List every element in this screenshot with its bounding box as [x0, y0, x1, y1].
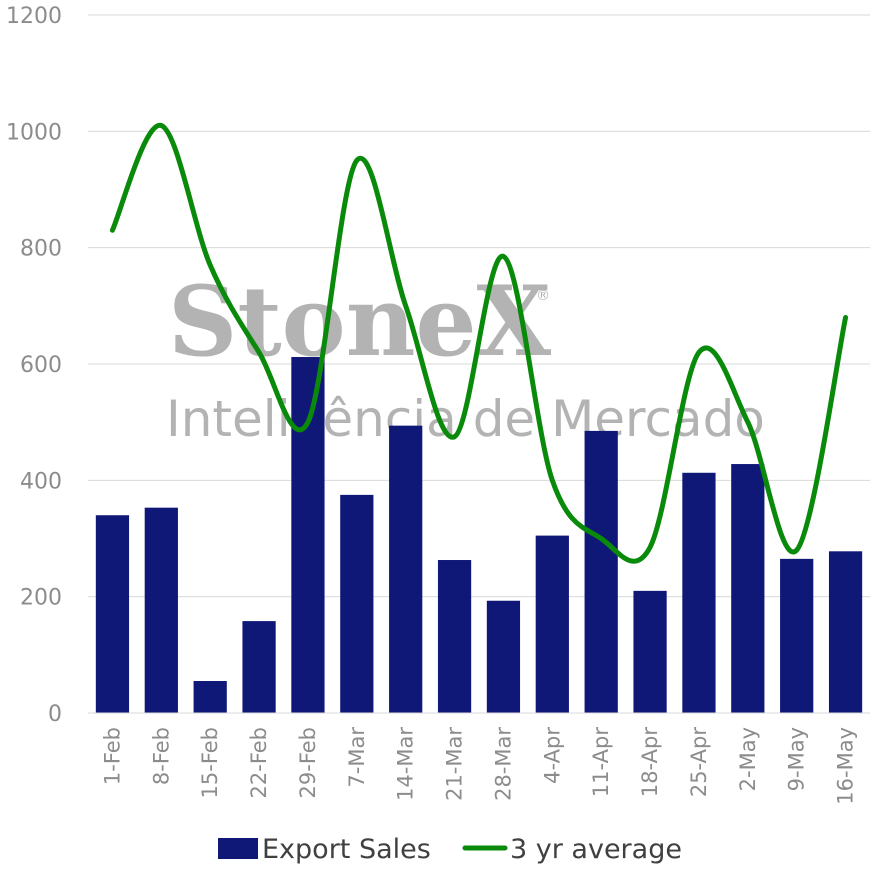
bar	[242, 621, 276, 713]
watermark-brand: StoneX	[168, 265, 552, 378]
y-tick-label: 200	[20, 586, 62, 611]
x-tick-label: 1-Feb	[100, 727, 124, 785]
x-tick-label: 29-Feb	[296, 727, 320, 798]
x-tick-label: 11-Apr	[589, 727, 613, 798]
bar	[535, 535, 569, 713]
three-yr-average-line	[109, 123, 849, 564]
watermark: StoneX ® Inteligência de Mercado	[166, 265, 765, 448]
watermark-registered-mark: ®	[536, 288, 550, 304]
export-sales-bars	[95, 357, 863, 713]
y-tick-label: 1200	[6, 4, 62, 29]
legend-label-three-yr-average: 3 yr average	[510, 834, 682, 865]
x-tick-label: 9-May	[785, 727, 809, 791]
x-tick-label: 16-May	[834, 727, 858, 805]
bar	[144, 507, 178, 713]
x-axis-tick-labels: 1-Feb 8-Feb 15-Feb 22-Feb 29-Feb 7-Mar 14-Mar 2…	[100, 727, 857, 805]
bar	[780, 558, 814, 713]
x-tick-label: 7-Mar	[345, 727, 369, 788]
x-tick-label: 8-Feb	[149, 727, 173, 785]
x-tick-label: 2-May	[736, 727, 760, 791]
y-tick-label: 1000	[6, 120, 62, 145]
bar	[340, 494, 374, 713]
y-tick-label: 800	[20, 237, 62, 262]
bar	[828, 551, 863, 713]
x-tick-label: 25-Apr	[687, 727, 711, 798]
x-tick-label: 15-Feb	[198, 727, 222, 798]
x-tick-label: 14-Mar	[394, 727, 418, 801]
bar	[389, 425, 423, 713]
bar	[682, 472, 716, 713]
bar	[437, 560, 472, 713]
x-tick-label: 28-Mar	[491, 727, 515, 801]
x-tick-label: 4-Apr	[540, 727, 564, 784]
x-tick-label: 22-Feb	[247, 727, 271, 798]
bar	[633, 590, 667, 713]
legend: Export Sales 3 yr average	[218, 834, 682, 865]
legend-label-export-sales: Export Sales	[262, 834, 431, 865]
x-tick-label: 21-Mar	[443, 727, 467, 801]
legend-swatch-export-sales	[218, 838, 258, 859]
bar	[193, 681, 227, 713]
x-tick-label: 18-Apr	[638, 727, 662, 798]
y-tick-label: 0	[48, 702, 62, 727]
bar	[584, 430, 618, 713]
y-axis-tick-labels: 0 200 400 600 800 1000 1200	[6, 4, 62, 727]
y-tick-label: 400	[20, 469, 62, 494]
bar	[95, 515, 130, 713]
bar	[486, 600, 521, 713]
bar	[731, 464, 765, 713]
y-tick-label: 600	[20, 353, 62, 378]
bar	[291, 357, 325, 713]
